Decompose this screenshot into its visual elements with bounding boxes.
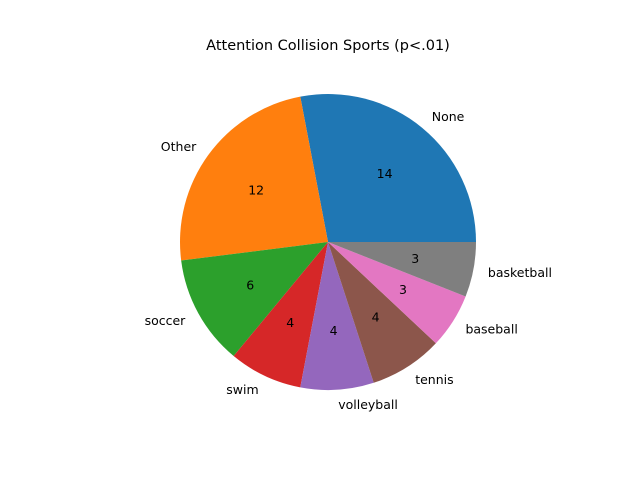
pie-value-none: 14 xyxy=(377,166,393,181)
chart-title: Attention Collision Sports (p<.01) xyxy=(206,38,450,54)
pie-label-other: Other xyxy=(161,139,197,154)
pie-value-swim: 4 xyxy=(286,315,294,330)
pie-labels: None Other soccer swim volleyball tennis baseb… xyxy=(145,109,552,412)
pie-value-basketball: 3 xyxy=(411,251,419,266)
pie-slice-none xyxy=(300,93,476,242)
pie-slice-baseball xyxy=(328,242,466,344)
pie-value-tennis: 4 xyxy=(372,309,380,324)
pie-slice-other xyxy=(180,96,328,261)
pie-value-soccer: 6 xyxy=(246,277,254,292)
pie-label-swim: swim xyxy=(226,382,258,397)
pie-slice-basketball xyxy=(328,242,476,297)
pie-label-basketball: basketball xyxy=(488,265,552,280)
pie-label-baseball: baseball xyxy=(465,322,517,337)
pie-label-none: None xyxy=(432,109,465,124)
pie-label-volleyball: volleyball xyxy=(338,397,398,412)
pie-slice-soccer xyxy=(181,242,328,357)
pie-slices xyxy=(180,93,476,391)
pie-slice-volleyball xyxy=(300,242,374,391)
pie-label-tennis: tennis xyxy=(415,372,453,387)
pie-value-labels: 14 12 6 4 4 4 3 3 xyxy=(246,166,419,338)
pie-slice-swim xyxy=(233,242,328,388)
pie-value-other: 12 xyxy=(248,182,264,197)
pie-label-soccer: soccer xyxy=(145,313,187,328)
pie-slice-tennis xyxy=(328,242,436,383)
pie-value-volleyball: 4 xyxy=(330,323,338,338)
pie-value-baseball: 3 xyxy=(399,282,407,297)
